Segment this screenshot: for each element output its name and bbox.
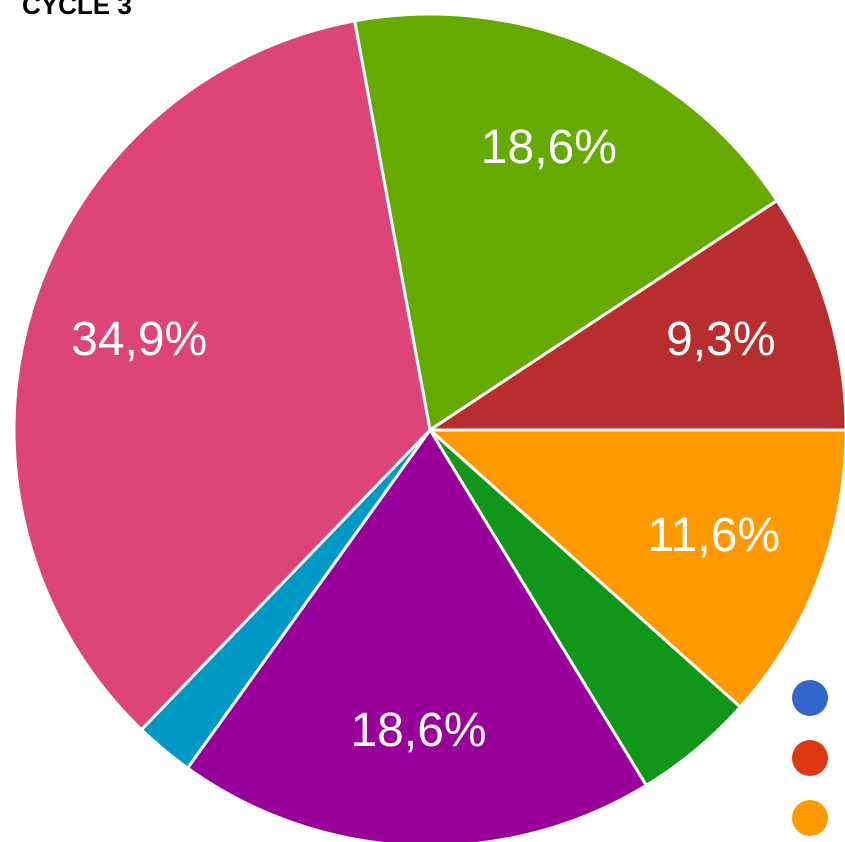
legend-dot bbox=[792, 800, 828, 836]
legend-dot bbox=[792, 680, 828, 716]
pie-slice bbox=[185, 427, 649, 842]
pie bbox=[12, 12, 845, 842]
pie-slice bbox=[12, 19, 432, 732]
chart-title: CYCLE 3 bbox=[22, 0, 132, 20]
slice-label: 9,3% bbox=[666, 313, 775, 366]
slice-label: 34,9% bbox=[71, 313, 207, 366]
slice-label: 18,6% bbox=[350, 704, 486, 757]
pie-slice bbox=[352, 12, 780, 433]
slice-label: 18,6% bbox=[481, 121, 617, 174]
pie-slice bbox=[425, 198, 845, 432]
slice-label: 11,6% bbox=[647, 509, 780, 562]
legend-dot bbox=[792, 740, 828, 776]
